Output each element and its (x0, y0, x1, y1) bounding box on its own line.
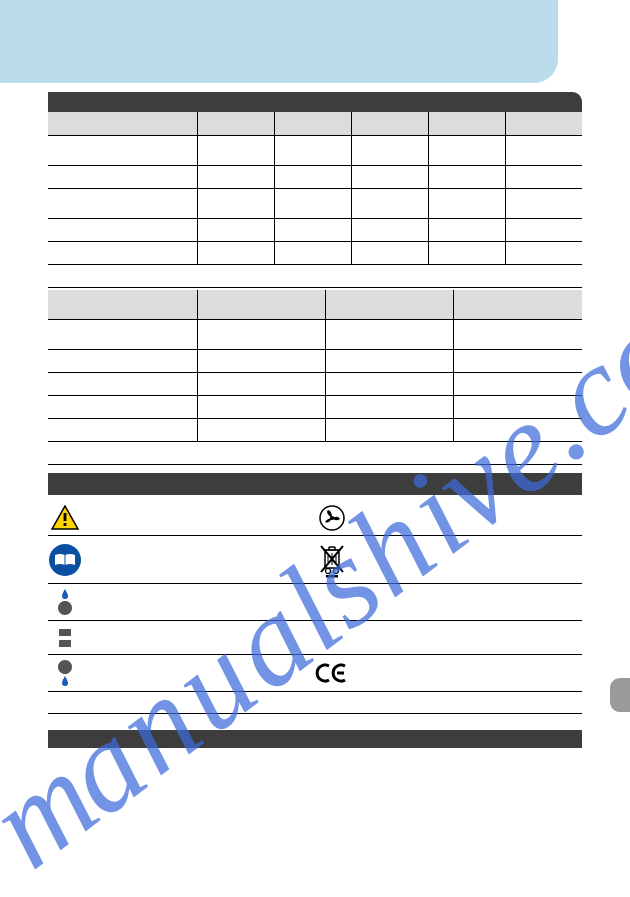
section-bar-2 (48, 473, 582, 495)
fan-icon (315, 505, 349, 531)
table-row (48, 165, 582, 188)
weee-bin-icon (315, 542, 349, 578)
table-row (48, 264, 582, 287)
table-row (48, 396, 582, 419)
read-manual-icon (48, 543, 82, 577)
pressure-icon (48, 627, 82, 649)
symbol-row (48, 621, 582, 655)
warning-triangle-icon (48, 505, 82, 531)
table-header-row (48, 290, 582, 320)
table-row (48, 442, 582, 465)
table-row (48, 419, 582, 442)
spec-table-2 (48, 290, 582, 466)
ce-mark-icon (315, 663, 349, 683)
table-row (48, 373, 582, 396)
water-outlet-icon (48, 659, 82, 687)
table-header-row (48, 112, 582, 135)
symbol-row (48, 584, 582, 621)
section-bar-1 (48, 92, 582, 112)
spec-table-1 (48, 112, 582, 288)
table-row (48, 350, 582, 373)
page-content (48, 92, 582, 714)
side-tab (610, 678, 630, 712)
symbol-row (48, 692, 582, 714)
table-row (48, 218, 582, 241)
symbols-table (48, 501, 582, 714)
table-row (48, 188, 582, 218)
symbol-row (48, 501, 582, 536)
table-row (48, 135, 582, 165)
table-row (48, 320, 582, 350)
symbol-row (48, 655, 582, 692)
top-banner (0, 0, 558, 83)
table-row (48, 241, 582, 264)
water-inlet-icon (48, 588, 82, 616)
footer-bar (48, 730, 582, 748)
symbol-row (48, 536, 582, 584)
